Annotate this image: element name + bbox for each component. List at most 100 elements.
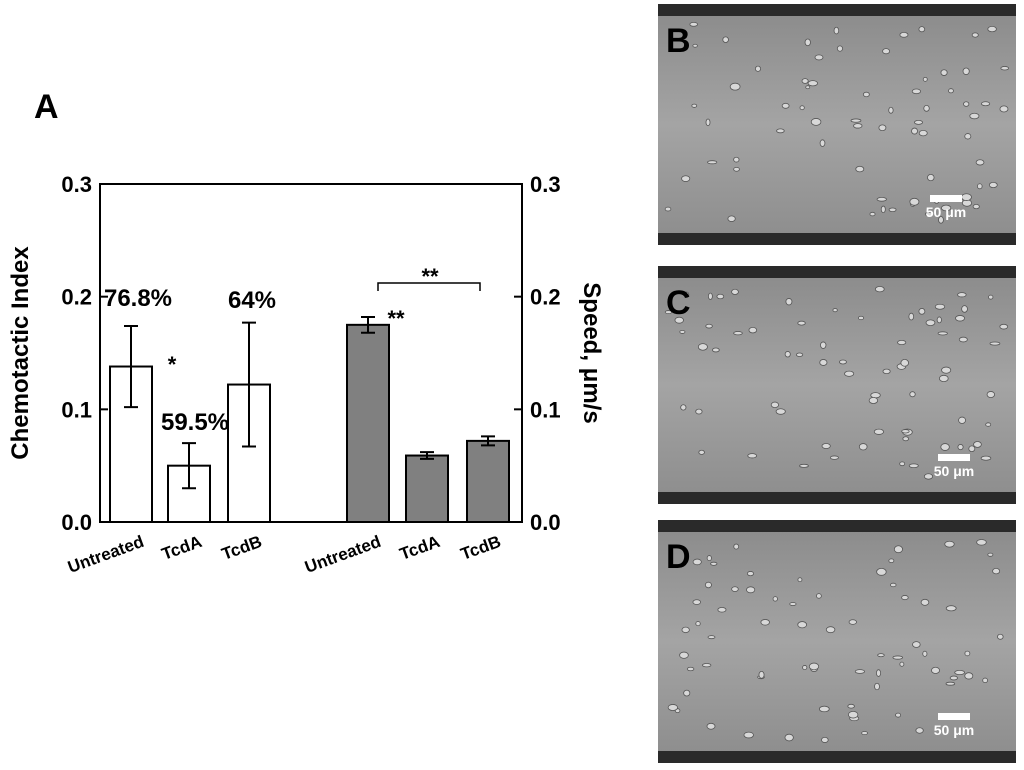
panel-label: D bbox=[666, 538, 691, 576]
cell bbox=[683, 689, 691, 697]
channel-wall-bottom bbox=[658, 233, 1016, 245]
channel-wall-top bbox=[658, 266, 1016, 278]
bar bbox=[346, 323, 390, 524]
annotation: 76.8% bbox=[104, 285, 172, 312]
cell bbox=[707, 292, 713, 300]
cell bbox=[888, 207, 897, 213]
cell bbox=[770, 401, 780, 409]
cell bbox=[733, 156, 740, 163]
cell bbox=[799, 463, 809, 468]
cell bbox=[844, 370, 855, 377]
cell bbox=[772, 596, 778, 602]
cell bbox=[914, 119, 923, 125]
cell bbox=[987, 552, 994, 557]
cell bbox=[799, 105, 805, 111]
cell bbox=[911, 88, 921, 95]
cell bbox=[969, 112, 980, 120]
channel-wall-bottom bbox=[658, 492, 1016, 504]
cell bbox=[893, 545, 903, 554]
y2-axis-label: Speed, μm/s bbox=[578, 282, 605, 423]
cell bbox=[832, 308, 838, 313]
cell bbox=[876, 669, 882, 677]
cell bbox=[833, 26, 840, 35]
channel bbox=[658, 4, 1016, 245]
cell bbox=[915, 727, 924, 734]
cell bbox=[941, 366, 952, 374]
panel-label: A bbox=[34, 88, 59, 126]
y2-tick-label: 0.3 bbox=[530, 172, 561, 197]
cell bbox=[689, 21, 698, 27]
cell bbox=[888, 106, 894, 114]
cell bbox=[667, 704, 678, 711]
cell bbox=[882, 48, 890, 55]
cell bbox=[717, 607, 727, 613]
cell bbox=[747, 453, 758, 459]
cell bbox=[977, 183, 983, 190]
scale-bar-label: 50 μm bbox=[934, 463, 974, 479]
cell bbox=[861, 731, 868, 736]
cell bbox=[880, 205, 886, 214]
cell bbox=[939, 374, 949, 383]
cell bbox=[664, 206, 672, 212]
cell bbox=[918, 26, 926, 33]
cell bbox=[784, 733, 794, 742]
y-tick-label: 0.3 bbox=[61, 172, 92, 197]
cell bbox=[922, 650, 928, 657]
cell bbox=[821, 736, 829, 743]
cell bbox=[877, 653, 885, 658]
cell bbox=[707, 160, 718, 165]
error-bar bbox=[481, 435, 495, 447]
cell bbox=[697, 343, 708, 351]
cell bbox=[908, 312, 915, 321]
cell bbox=[957, 292, 967, 298]
cell bbox=[901, 429, 910, 434]
cell bbox=[705, 118, 711, 127]
x-tick-label: TcdB bbox=[219, 532, 264, 564]
cell bbox=[758, 671, 765, 679]
cell bbox=[940, 204, 952, 212]
x-tick-label: TcdB bbox=[458, 532, 503, 564]
cell bbox=[923, 473, 934, 480]
cell bbox=[664, 310, 673, 315]
cell bbox=[801, 78, 809, 84]
cell bbox=[987, 25, 997, 33]
cell bbox=[722, 36, 729, 43]
cell bbox=[882, 368, 891, 375]
cell bbox=[922, 76, 928, 82]
error-bar bbox=[182, 442, 196, 490]
micrograph: C 50 μm bbox=[658, 266, 1016, 504]
scale-bar bbox=[938, 454, 970, 461]
cell bbox=[988, 181, 998, 189]
cell bbox=[686, 666, 695, 672]
cell bbox=[727, 215, 736, 222]
panel-label: B bbox=[666, 22, 691, 60]
cell bbox=[695, 621, 701, 627]
cell bbox=[940, 443, 950, 451]
cell bbox=[704, 581, 712, 589]
micrograph: D 50 μm bbox=[658, 520, 1016, 763]
cell bbox=[912, 641, 921, 648]
cell bbox=[931, 666, 940, 674]
cell bbox=[754, 65, 762, 72]
cell bbox=[862, 91, 870, 98]
cell bbox=[731, 288, 739, 295]
cell bbox=[712, 347, 720, 353]
cell bbox=[816, 593, 822, 599]
cell bbox=[716, 293, 725, 300]
cell bbox=[681, 626, 690, 634]
cell bbox=[945, 605, 957, 612]
cell bbox=[814, 54, 824, 61]
cell bbox=[976, 539, 987, 546]
cell bbox=[971, 32, 979, 38]
cell bbox=[961, 305, 968, 313]
cell bbox=[797, 621, 807, 629]
scale-bar-label: 50 μm bbox=[934, 722, 974, 738]
cell bbox=[733, 331, 743, 336]
cell bbox=[692, 558, 702, 566]
annotation: * bbox=[168, 352, 177, 377]
cell bbox=[888, 558, 895, 563]
channel bbox=[658, 520, 1016, 763]
cell bbox=[691, 103, 698, 108]
panel-label: C bbox=[666, 284, 691, 322]
